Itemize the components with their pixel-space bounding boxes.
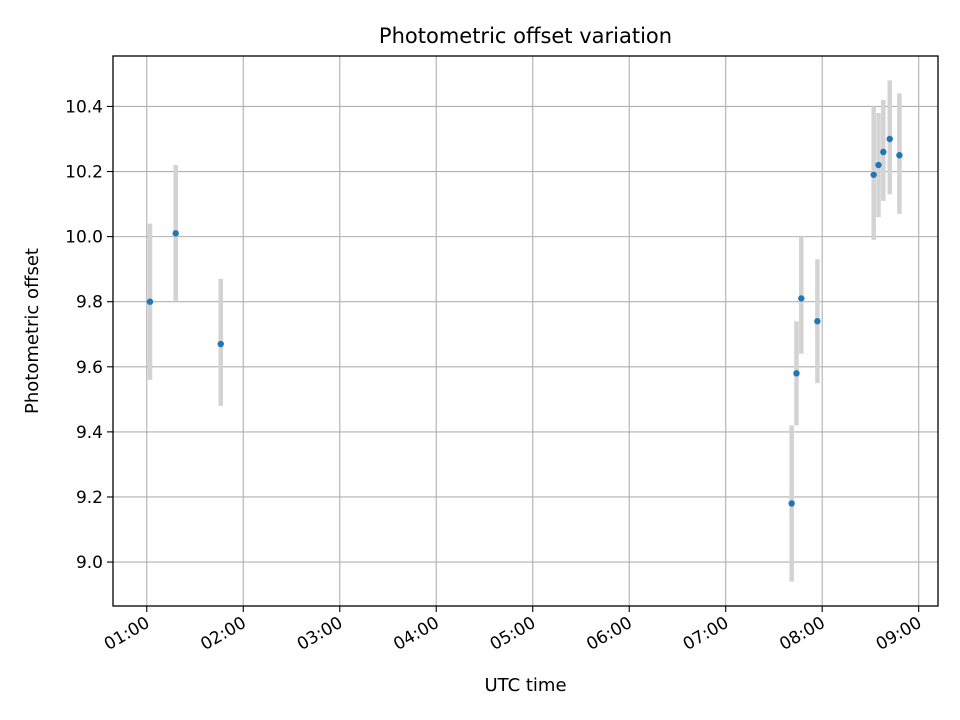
- data-point: [217, 340, 224, 348]
- y-axis: 9.0 9.2 9.4 9.6 9.8 10.0 10.2 10.4: [65, 97, 113, 573]
- x-tick-label: 04:00: [390, 613, 442, 655]
- y-tick-label: 9.6: [76, 358, 103, 378]
- chart-title: Photometric offset variation: [379, 24, 672, 48]
- x-tick-label: 08:00: [776, 613, 828, 655]
- y-tick-label: 9.0: [76, 553, 103, 573]
- data-point: [875, 161, 882, 169]
- error-bars: [147, 80, 902, 582]
- x-axis-title: UTC time: [484, 675, 566, 696]
- y-tick-label: 9.2: [76, 488, 103, 508]
- data-point: [146, 298, 154, 305]
- y-tick-label: 10.0: [65, 228, 103, 248]
- data-points: [146, 135, 903, 507]
- data-point: [798, 295, 805, 302]
- plot-frame: [112, 55, 939, 607]
- data-point: [793, 370, 800, 377]
- x-tick-label: 05:00: [487, 613, 539, 655]
- x-tick-label: 01:00: [101, 613, 153, 655]
- y-tick-label: 9.8: [76, 293, 103, 313]
- data-point: [814, 318, 821, 325]
- y-tick-label: 10.2: [65, 163, 103, 183]
- x-tick-label: 09:00: [873, 613, 925, 655]
- data-point: [788, 500, 795, 507]
- y-axis-title: Photometric offset: [22, 248, 43, 414]
- data-point: [896, 152, 903, 159]
- grid: [113, 56, 938, 606]
- data-point: [870, 171, 877, 178]
- data-point: [886, 135, 893, 143]
- x-tick-label: 07:00: [680, 613, 732, 655]
- data-point: [880, 148, 887, 156]
- x-tick-label: 06:00: [583, 613, 635, 655]
- y-tick-label: 10.4: [65, 97, 103, 117]
- y-tick-label: 9.4: [76, 423, 103, 443]
- x-axis: 01:00 02:00 03:00 04:00 05:00 06:00 07:00 08:00…: [101, 606, 925, 655]
- x-tick-label: 02:00: [197, 613, 249, 655]
- x-tick-label: 03:00: [294, 613, 346, 655]
- data-point: [172, 230, 179, 237]
